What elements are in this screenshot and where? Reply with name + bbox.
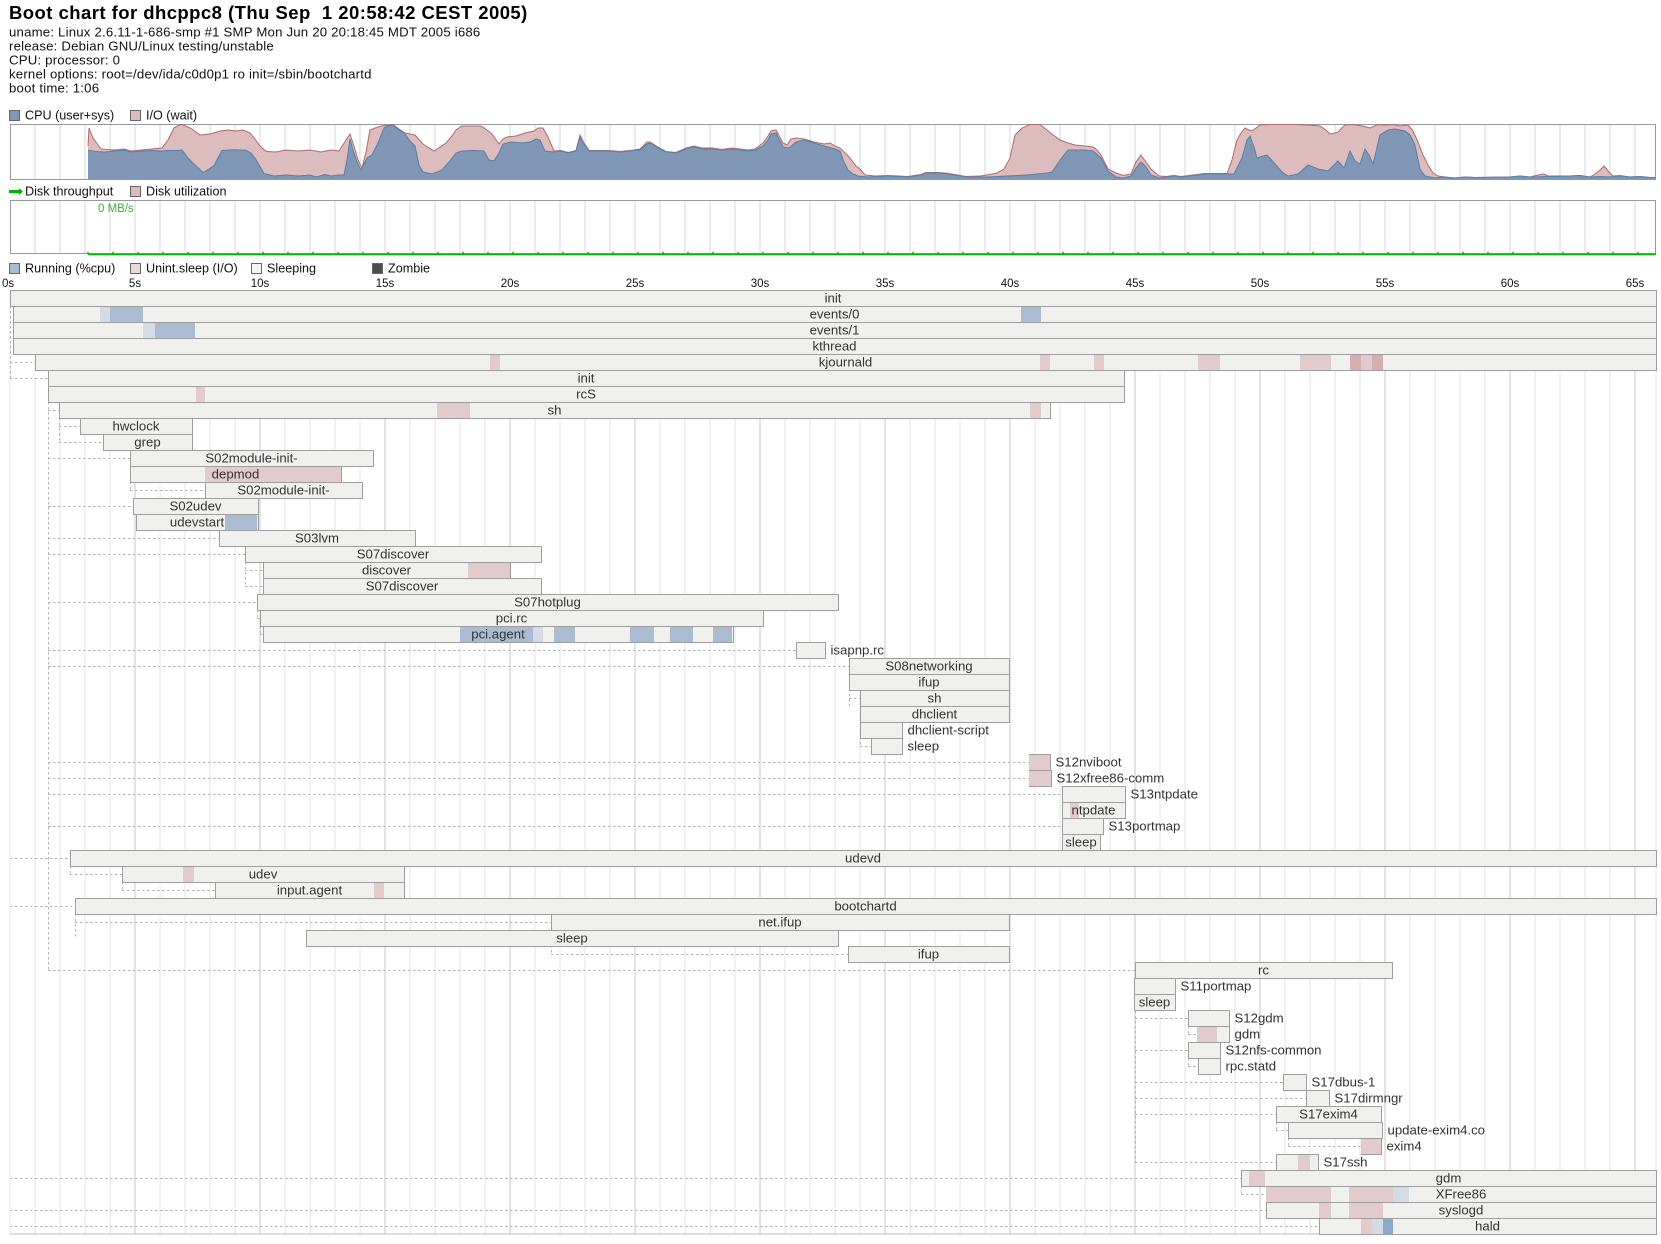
svg-text:discover: discover xyxy=(362,563,412,578)
svg-text:S17dbus-1: S17dbus-1 xyxy=(1312,1075,1376,1090)
svg-text:events/0: events/0 xyxy=(810,307,860,322)
svg-text:S07discover: S07discover xyxy=(366,579,439,594)
svg-text:60s: 60s xyxy=(1501,278,1520,290)
svg-text:sh: sh xyxy=(928,691,942,706)
svg-text:S17exim4: S17exim4 xyxy=(1299,1107,1358,1122)
svg-text:kthread: kthread xyxy=(813,339,857,354)
svg-text:XFree86: XFree86 xyxy=(1436,1187,1487,1202)
svg-text:exim4: exim4 xyxy=(1387,1139,1422,1154)
svg-text:depmod: depmod xyxy=(212,467,260,482)
svg-text:Disk throughput: Disk throughput xyxy=(25,185,114,199)
svg-text:Disk utilization: Disk utilization xyxy=(146,185,227,199)
svg-text:gdm: gdm xyxy=(1436,1171,1462,1186)
svg-text:sleep: sleep xyxy=(556,931,588,946)
svg-text:update-exim4.co: update-exim4.co xyxy=(1388,1123,1486,1138)
svg-text:S13ntpdate: S13ntpdate xyxy=(1131,787,1198,802)
svg-text:S12nviboot: S12nviboot xyxy=(1056,755,1122,770)
svg-text:25s: 25s xyxy=(626,278,645,290)
svg-text:S02module-init-: S02module-init- xyxy=(237,483,329,498)
svg-text:S11portmap: S11portmap xyxy=(1181,979,1252,994)
svg-text:gdm: gdm xyxy=(1235,1027,1261,1042)
svg-text:sh: sh xyxy=(548,403,562,418)
svg-text:sleep: sleep xyxy=(908,739,940,754)
svg-text:pci.rc: pci.rc xyxy=(496,611,528,626)
svg-text:ifup: ifup xyxy=(918,675,939,690)
svg-text:ifup: ifup xyxy=(918,947,939,962)
svg-text:isapnp.rc: isapnp.rc xyxy=(831,643,885,658)
svg-text:55s: 55s xyxy=(1376,278,1395,290)
svg-text:65s: 65s xyxy=(1626,278,1645,290)
svg-text:S07hotplug: S07hotplug xyxy=(514,595,581,610)
svg-text:release: Debian GNU/Linux test: release: Debian GNU/Linux testing/unstab… xyxy=(9,39,274,54)
svg-text:S13portmap: S13portmap xyxy=(1109,819,1181,834)
svg-text:kernel options: root=/dev/ida/: kernel options: root=/dev/ida/c0d0p1 ro … xyxy=(9,67,372,82)
svg-text:init: init xyxy=(578,371,595,386)
svg-text:CPU: processor: 0: CPU: processor: 0 xyxy=(9,53,120,68)
svg-text:sleep: sleep xyxy=(1139,995,1171,1010)
svg-text:boot time: 1:06: boot time: 1:06 xyxy=(9,81,99,96)
svg-text:I/O (wait): I/O (wait) xyxy=(146,109,197,123)
svg-text:uname: Linux 2.6.11-1-686-smp: uname: Linux 2.6.11-1-686-smp #1 SMP Mon… xyxy=(9,25,480,40)
svg-text:sleep: sleep xyxy=(1065,835,1097,850)
svg-text:S02module-init-: S02module-init- xyxy=(205,451,297,466)
svg-text:events/1: events/1 xyxy=(810,323,860,338)
svg-text:ntpdate: ntpdate xyxy=(1072,803,1116,818)
svg-text:Zombie: Zombie xyxy=(388,262,430,276)
svg-text:40s: 40s xyxy=(1001,278,1020,290)
svg-text:30s: 30s xyxy=(751,278,770,290)
svg-text:kjournald: kjournald xyxy=(819,355,873,370)
svg-text:dhclient-script: dhclient-script xyxy=(908,723,990,738)
svg-text:S08networking: S08networking xyxy=(885,659,972,674)
svg-text:input.agent: input.agent xyxy=(277,883,343,898)
svg-text:S17ssh: S17ssh xyxy=(1324,1155,1368,1170)
svg-text:50s: 50s xyxy=(1251,278,1270,290)
svg-text:S12nfs-common: S12nfs-common xyxy=(1226,1043,1322,1058)
svg-text:Unint.sleep (I/O): Unint.sleep (I/O) xyxy=(146,262,238,276)
svg-text:rcS: rcS xyxy=(576,387,596,402)
svg-text:Running (%cpu): Running (%cpu) xyxy=(25,262,115,276)
svg-text:15s: 15s xyxy=(376,278,395,290)
svg-text:init: init xyxy=(825,291,842,306)
svg-text:0s: 0s xyxy=(2,278,14,290)
svg-text:S07discover: S07discover xyxy=(357,547,430,562)
svg-text:rpc.statd: rpc.statd xyxy=(1226,1059,1277,1074)
svg-text:45s: 45s xyxy=(1126,278,1145,290)
svg-text:CPU (user+sys): CPU (user+sys) xyxy=(25,109,114,123)
svg-text:bootchartd: bootchartd xyxy=(834,899,896,914)
svg-text:hwclock: hwclock xyxy=(113,419,160,434)
svg-text:S02udev: S02udev xyxy=(169,499,221,514)
svg-text:S17dirmngr: S17dirmngr xyxy=(1335,1091,1404,1106)
svg-text:udevd: udevd xyxy=(845,851,881,866)
svg-text:net.ifup: net.ifup xyxy=(758,915,801,930)
svg-text:dhclient: dhclient xyxy=(912,707,958,722)
svg-text:Sleeping: Sleeping xyxy=(267,262,316,276)
svg-text:5s: 5s xyxy=(129,278,141,290)
svg-text:hald: hald xyxy=(1475,1219,1500,1234)
svg-text:S12gdm: S12gdm xyxy=(1235,1011,1284,1026)
svg-text:rc: rc xyxy=(1258,963,1269,978)
svg-text:35s: 35s xyxy=(876,278,895,290)
svg-text:20s: 20s xyxy=(501,278,520,290)
svg-text:syslogd: syslogd xyxy=(1439,1203,1484,1218)
svg-text:10s: 10s xyxy=(251,278,270,290)
svg-text:grep: grep xyxy=(134,435,160,450)
svg-text:udevstart: udevstart xyxy=(170,515,225,530)
svg-text:0 MB/s: 0 MB/s xyxy=(98,203,134,215)
svg-text:udev: udev xyxy=(249,867,278,882)
svg-text:pci.agent: pci.agent xyxy=(471,627,525,642)
svg-text:Boot chart for dhcppc8 (Thu Se: Boot chart for dhcppc8 (Thu Sep 1 20:58:… xyxy=(9,2,528,23)
svg-text:S03lvm: S03lvm xyxy=(295,531,339,546)
svg-text:S12xfree86-comm: S12xfree86-comm xyxy=(1057,771,1165,786)
